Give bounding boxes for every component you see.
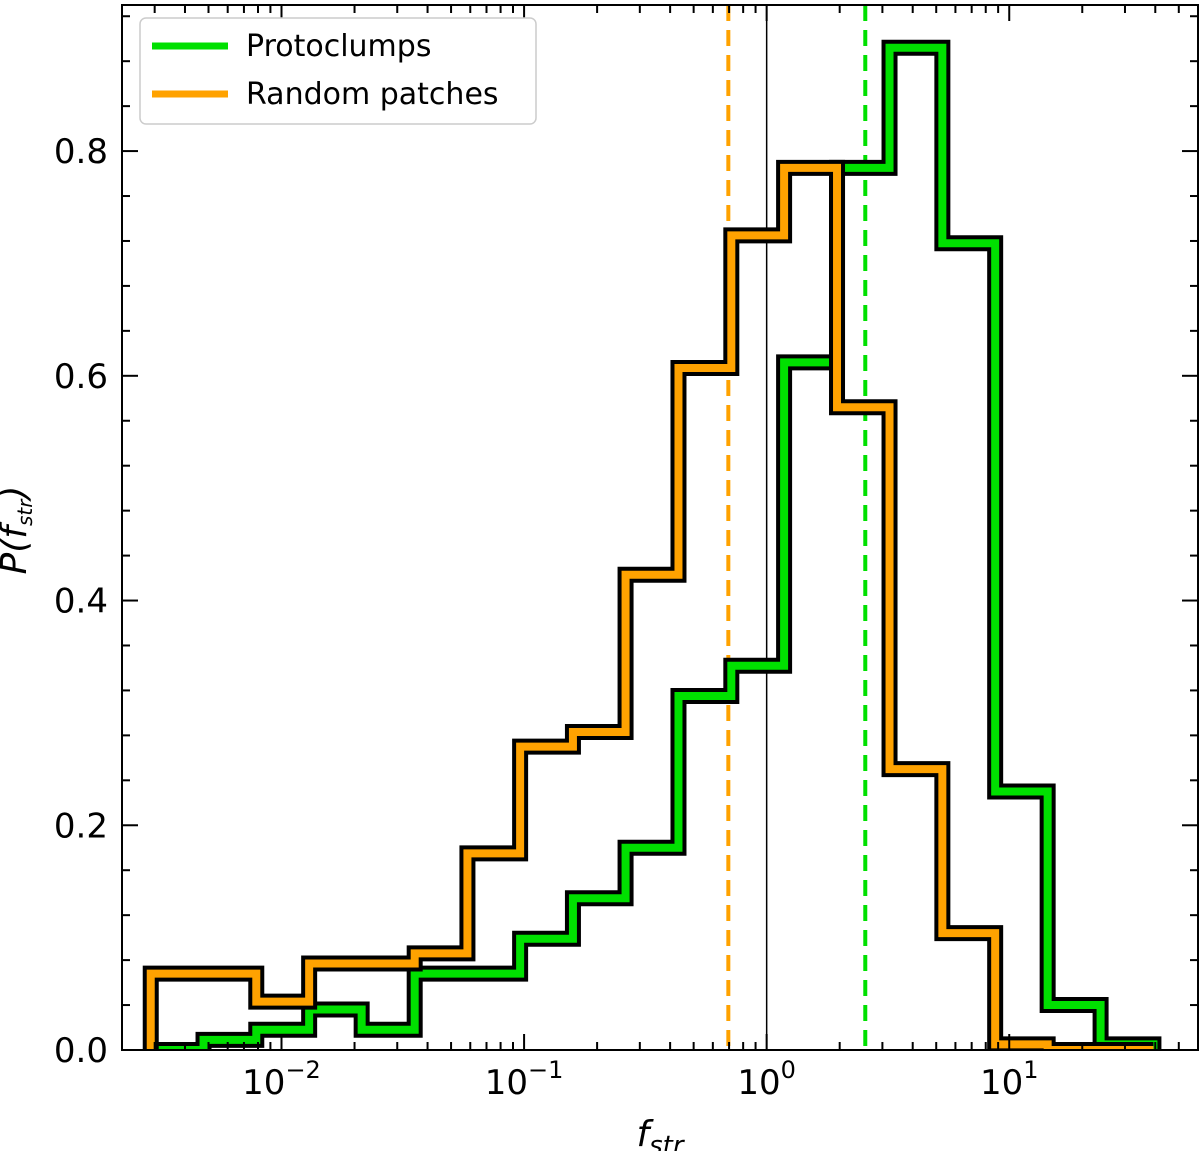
series-random-patches (142, 159, 1154, 1050)
x-tick-label: 100 (737, 1056, 796, 1103)
x-tick-label: 10−1 (485, 1056, 564, 1103)
series-protoclumps (150, 39, 1162, 1050)
histogram-layer (142, 39, 1162, 1050)
y-tick-label: 0.4 (54, 582, 108, 622)
y-tick-label: 0.2 (54, 806, 108, 846)
y-axis-label: P(fstr) (0, 486, 37, 575)
plot-background (122, 5, 1198, 1050)
legend: Protoclumps Random patches (139, 17, 537, 125)
x-tick-label: 10−2 (242, 1056, 321, 1103)
x-tick-labels: 10−2 10−1 100 101 (242, 1056, 1038, 1103)
x-axis-label: fstr (636, 1114, 685, 1151)
y-tick-label: 0.0 (54, 1031, 108, 1071)
y-tick-label: 0.8 (54, 132, 108, 172)
reference-lines (726, 5, 868, 1050)
legend-label-protoclumps: Protoclumps (246, 29, 431, 64)
legend-box (139, 17, 537, 125)
legend-label-random-patches: Random patches (246, 77, 499, 112)
plot-frame (121, 4, 1199, 1051)
series-line-protoclumps (150, 43, 1158, 1050)
y-tick-label: 0.6 (54, 357, 108, 397)
x-tick-label: 101 (980, 1056, 1039, 1103)
series-line-random-patches (146, 163, 1154, 1050)
y-tick-labels: 0.0 0.2 0.4 0.6 0.8 (54, 132, 108, 1071)
